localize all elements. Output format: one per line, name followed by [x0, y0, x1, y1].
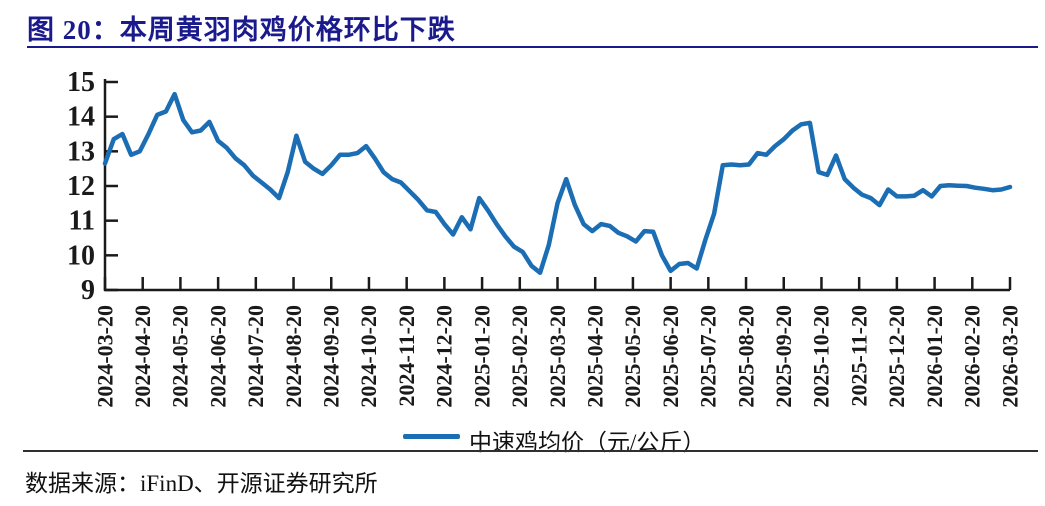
- x-axis-tick-label: 2024-04-20: [130, 305, 155, 408]
- legend-line-swatch: [403, 434, 460, 439]
- x-axis-tick-label: 2024-11-20: [394, 305, 419, 406]
- y-axis-tick-label: 9: [81, 275, 95, 306]
- x-axis-tick-label: 2025-06-20: [658, 305, 683, 408]
- x-axis-tick-label: 2024-07-20: [243, 305, 268, 408]
- figure-title: 图 20：本周黄羽肉鸡价格环比下跌: [27, 15, 456, 45]
- y-axis-tick-label: 10: [67, 240, 95, 271]
- y-axis-tick-label: 11: [69, 206, 95, 237]
- x-axis-tick-label: 2025-09-20: [771, 305, 796, 408]
- x-axis-tick-label: 2024-09-20: [319, 305, 344, 408]
- y-axis-tick-label: 13: [67, 136, 95, 167]
- y-axis-tick-label: 15: [67, 67, 95, 98]
- x-axis-tick-label: 2026-01-20: [922, 305, 947, 408]
- x-axis-tick-label: 2025-01-20: [469, 305, 494, 408]
- x-axis-tick-label: 2025-12-20: [884, 305, 909, 408]
- title-rule: [27, 46, 1038, 48]
- x-axis-tick-label: 2026-03-20: [997, 305, 1022, 408]
- x-axis-tick-label: 2024-12-20: [432, 305, 457, 408]
- x-axis-tick-label: 2024-10-20: [356, 305, 381, 408]
- x-axis-tick-label: 2025-02-20: [507, 305, 532, 408]
- x-axis-tick-label: 2025-08-20: [733, 305, 758, 408]
- x-axis-tick-label: 2025-11-20: [846, 305, 871, 406]
- x-axis-tick-label: 2025-10-20: [809, 305, 834, 408]
- y-axis-tick-label: 14: [67, 102, 95, 133]
- x-axis-tick-label: 2024-06-20: [205, 305, 230, 408]
- x-axis-tick-label: 2024-08-20: [281, 305, 306, 408]
- x-axis-tick-label: 2025-04-20: [582, 305, 607, 408]
- x-axis-tick-label: 2026-02-20: [960, 305, 985, 408]
- price-line: [102, 91, 1013, 275]
- x-axis-tick-label: 2025-05-20: [620, 305, 645, 408]
- y-axis-tick-label: 12: [67, 171, 95, 202]
- x-axis-tick-label: 2024-03-20: [92, 305, 117, 408]
- footer-rule: [23, 450, 1038, 452]
- x-axis-tick-label: 2025-07-20: [696, 305, 721, 408]
- source-text: 数据来源：iFinD、开源证券研究所: [25, 471, 378, 496]
- x-axis-tick-label: 2025-03-20: [545, 305, 570, 408]
- x-axis-tick-label: 2024-05-20: [168, 305, 193, 408]
